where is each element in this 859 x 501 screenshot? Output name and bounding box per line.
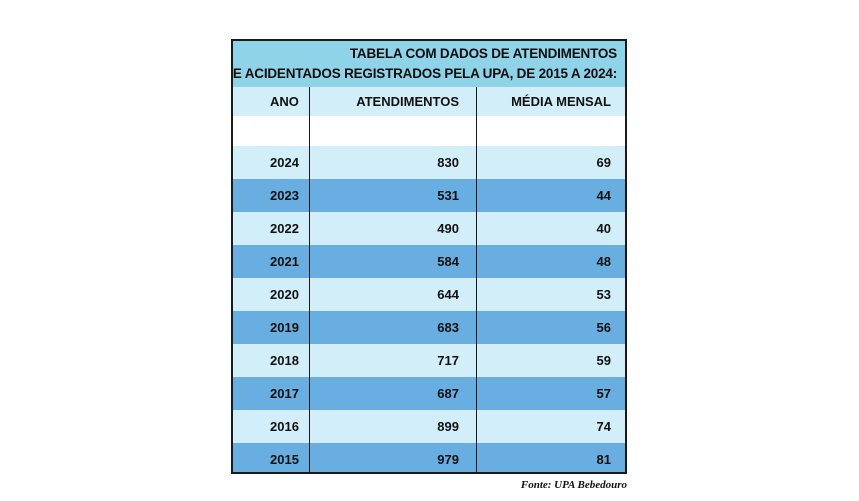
data-table: TABELA COM DADOS DE ATENDIMENTOS DE ACID… xyxy=(231,39,627,474)
year-cell: 2018 xyxy=(270,353,299,369)
table-row: 2019 683 56 xyxy=(233,311,625,345)
table-row: 2020 644 53 xyxy=(233,278,625,312)
attendances-cell: 979 xyxy=(437,452,459,468)
monthly-average-cell: 53 xyxy=(596,287,611,303)
year-cell: 2020 xyxy=(270,287,299,303)
table-row: 2018 717 59 xyxy=(233,344,625,378)
year-cell: 2017 xyxy=(270,386,299,402)
table-row: 2016 899 74 xyxy=(233,410,625,444)
table-row: 2023 531 44 xyxy=(233,179,625,213)
attendances-cell: 490 xyxy=(437,221,459,237)
monthly-average-cell: 74 xyxy=(596,419,611,435)
monthly-average-cell: 81 xyxy=(596,452,611,468)
year-cell: 2016 xyxy=(270,419,299,435)
column-divider xyxy=(309,87,310,472)
attendances-cell: 687 xyxy=(437,386,459,402)
source-note: Fonte: UPA Bebedouro xyxy=(520,479,627,491)
table-title-line-2: DE ACIDENTADOS REGISTRADOS PELA UPA, DE … xyxy=(231,66,617,81)
year-cell: 2022 xyxy=(270,221,299,237)
attendances-cell: 644 xyxy=(437,287,459,303)
table-title-band: TABELA COM DADOS DE ATENDIMENTOS DE ACID… xyxy=(233,41,625,87)
attendances-cell: 899 xyxy=(437,419,459,435)
table-row: 2024 830 69 xyxy=(233,146,625,179)
table-row: 2015 979 81 xyxy=(233,443,625,472)
column-divider xyxy=(476,87,477,472)
table-row: 2022 490 40 xyxy=(233,212,625,246)
attendances-cell: 683 xyxy=(437,320,459,336)
table-row: 2021 584 48 xyxy=(233,245,625,279)
attendances-cell: 830 xyxy=(437,155,459,170)
attendances-cell: 531 xyxy=(437,188,459,204)
monthly-average-cell: 44 xyxy=(596,188,611,204)
column-header-monthly-average: MÉDIA MENSAL xyxy=(511,94,611,109)
monthly-average-cell: 40 xyxy=(596,221,611,237)
monthly-average-cell: 69 xyxy=(596,155,611,170)
year-cell: 2019 xyxy=(270,320,299,336)
attendances-cell: 717 xyxy=(437,353,459,369)
monthly-average-cell: 56 xyxy=(596,320,611,336)
monthly-average-cell: 48 xyxy=(596,254,611,270)
attendances-cell: 584 xyxy=(437,254,459,270)
table-spacer-row xyxy=(233,116,625,146)
year-cell: 2021 xyxy=(270,254,299,270)
monthly-average-cell: 57 xyxy=(596,386,611,402)
column-header-year: ANO xyxy=(270,94,299,109)
column-header-attendances: ATENDIMENTOS xyxy=(356,94,459,109)
monthly-average-cell: 59 xyxy=(596,353,611,369)
table-header-row xyxy=(233,87,625,116)
table-row: 2017 687 57 xyxy=(233,377,625,411)
year-cell: 2024 xyxy=(270,155,299,170)
year-cell: 2023 xyxy=(270,188,299,204)
year-cell: 2015 xyxy=(270,452,299,468)
table-title-line-1: TABELA COM DADOS DE ATENDIMENTOS xyxy=(349,46,617,61)
